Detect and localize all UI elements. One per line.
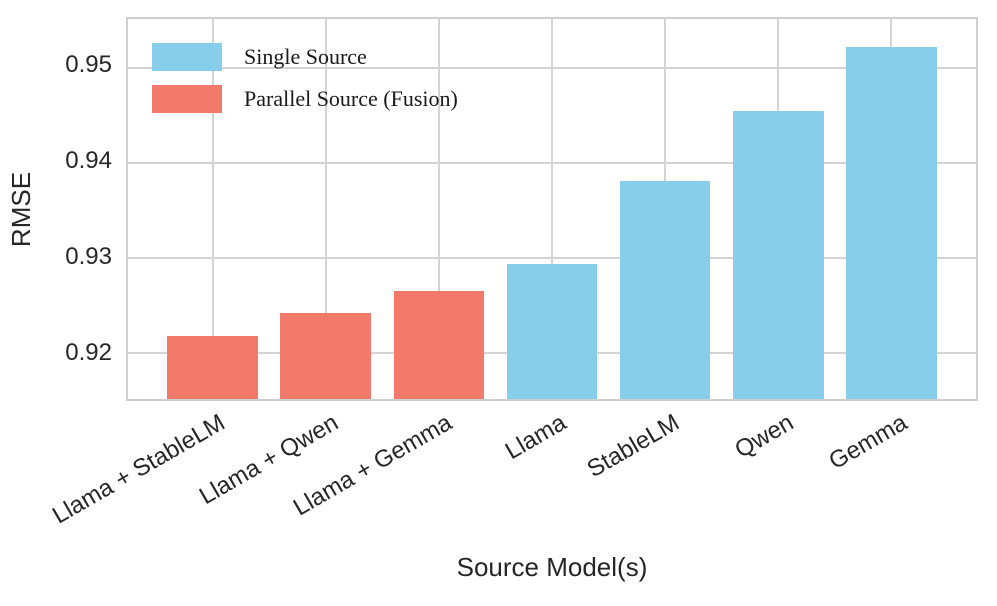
bar-slot-gemma (835, 19, 948, 399)
y-tick-0.93: 0.93 (65, 243, 112, 270)
gridline-x-llama (550, 19, 553, 399)
bar-slots (128, 19, 976, 399)
bar-stablelm (619, 180, 711, 399)
y-axis-label-text: RMSE (6, 171, 37, 247)
y-tick-0.92: 0.92 (65, 339, 112, 366)
bar-llama-stablelm (167, 336, 258, 399)
bar-llama-gemma (393, 290, 485, 399)
legend-swatch-fusion (152, 85, 222, 113)
legend-entry-parallel-source-fusion: Parallel Source (Fusion) (152, 85, 458, 113)
gridline-x-llama-stablelm (211, 19, 214, 399)
x-tick-llama: Llama (500, 409, 571, 466)
bar-slot-llama-qwen (269, 19, 382, 399)
x-axis-label: Source Model(s) (456, 552, 648, 582)
bar-qwen (733, 111, 824, 399)
y-tick-0.94: 0.94 (65, 147, 112, 174)
legend: Single Source Parallel Source (Fusion) (152, 43, 458, 113)
x-tick-llama-stablelm: Llama + StableLM (47, 409, 230, 530)
x-tick-stablelm: StableLM (582, 409, 685, 484)
gridline-x-llama-qwen (324, 19, 327, 399)
bar-slot-stablelm (609, 19, 722, 399)
y-tick-0.95: 0.95 (65, 51, 112, 78)
plot-area: Single Source Parallel Source (Fusion) (126, 17, 978, 401)
bar-slot-qwen (722, 19, 835, 399)
bar-gemma (846, 46, 937, 399)
x-tick-qwen: Qwen (730, 409, 798, 464)
legend-label-parallel-source-fusion: Parallel Source (Fusion) (244, 86, 458, 111)
gridline-x-llama-gemma (437, 19, 440, 399)
bar-slot-llama (495, 19, 608, 399)
legend-label-single-source: Single Source (244, 44, 367, 69)
x-tick-gemma: Gemma (824, 409, 912, 476)
legend-entry-single-source: Single Source (152, 43, 458, 71)
bar-slot-llama-stablelm (156, 19, 269, 399)
bar-llama-qwen (280, 312, 371, 399)
bar-llama (506, 264, 598, 399)
legend-swatch-single (152, 43, 222, 71)
bar-slot-llama-gemma (382, 19, 495, 399)
